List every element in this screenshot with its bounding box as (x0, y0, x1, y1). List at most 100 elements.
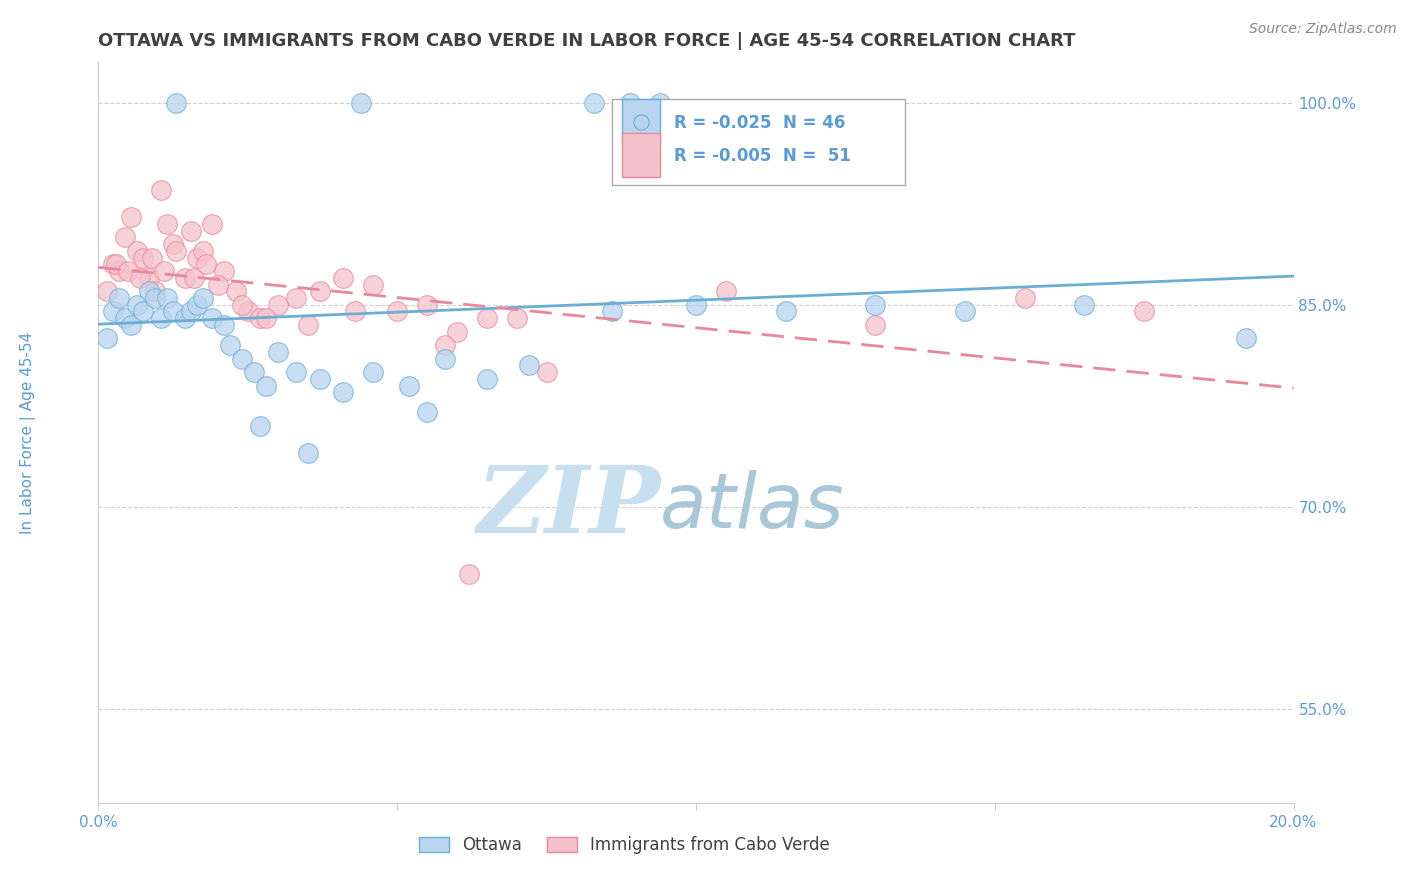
Point (284, 365, 307, 379)
Point (153, 264, 176, 278)
Point (458, 566, 481, 581)
Point (865, 318, 887, 332)
Point (350, 95, 373, 110)
Point (254, 311, 277, 326)
Point (162, 304, 184, 318)
Point (132, 304, 155, 318)
Text: Source: ZipAtlas.com: Source: ZipAtlas.com (1249, 22, 1396, 37)
Point (308, 372, 330, 386)
Point (1014, 291, 1036, 305)
Text: atlas: atlas (661, 470, 845, 543)
Point (103, 304, 125, 318)
Point (297, 318, 319, 332)
Point (506, 311, 529, 326)
Point (219, 338, 242, 352)
Point (517, 359, 540, 373)
Point (267, 298, 290, 312)
Point (602, 304, 624, 318)
Point (332, 270, 354, 285)
Point (284, 291, 307, 305)
Point (536, 365, 558, 379)
Point (1073, 298, 1095, 312)
Point (212, 264, 235, 278)
Y-axis label: In Labor Force | Age 45-54: In Labor Force | Age 45-54 (20, 332, 37, 533)
Point (156, 217, 179, 231)
Point (243, 365, 266, 379)
Point (953, 304, 976, 318)
Point (165, 95, 187, 110)
Point (398, 378, 420, 392)
Point (434, 351, 457, 366)
Point (143, 291, 166, 305)
Point (120, 211, 142, 225)
Point (191, 291, 214, 305)
Point (143, 285, 166, 299)
Point (117, 264, 139, 278)
Point (186, 298, 208, 312)
Point (344, 304, 367, 318)
Point (129, 270, 152, 285)
Point (475, 311, 498, 326)
Point (127, 244, 149, 258)
Point (180, 224, 202, 238)
Point (96, 285, 118, 299)
Point (308, 285, 330, 299)
Point (105, 257, 128, 271)
Point (446, 325, 468, 339)
Point (201, 311, 224, 326)
Point (231, 351, 253, 366)
FancyBboxPatch shape (621, 133, 661, 178)
Point (236, 304, 259, 318)
Point (650, 95, 672, 110)
Point (475, 372, 498, 386)
Point (583, 95, 606, 110)
Point (103, 257, 125, 271)
Point (685, 298, 707, 312)
Point (108, 291, 131, 305)
Text: R = -0.025  N = 46: R = -0.025 N = 46 (675, 114, 846, 132)
Point (363, 365, 385, 379)
Point (141, 251, 163, 265)
Point (1234, 331, 1257, 345)
Point (156, 291, 179, 305)
Point (416, 298, 439, 312)
Point (120, 318, 142, 332)
Legend: Ottawa, Immigrants from Cabo Verde: Ottawa, Immigrants from Cabo Verde (412, 830, 837, 861)
Point (207, 277, 229, 292)
FancyBboxPatch shape (621, 99, 661, 144)
Text: R = -0.005  N =  51: R = -0.005 N = 51 (675, 147, 852, 165)
Point (249, 418, 271, 433)
Point (183, 270, 205, 285)
Point (714, 285, 737, 299)
Point (114, 311, 136, 326)
Point (138, 285, 160, 299)
Point (332, 385, 354, 400)
Point (775, 304, 797, 318)
Point (132, 251, 155, 265)
Point (385, 304, 409, 318)
Point (201, 217, 224, 231)
Point (96, 331, 118, 345)
Point (114, 230, 136, 244)
Point (254, 378, 277, 392)
Point (150, 311, 173, 326)
Point (174, 311, 197, 326)
Point (165, 244, 187, 258)
Point (267, 344, 290, 359)
Point (225, 285, 247, 299)
FancyBboxPatch shape (613, 99, 905, 185)
Point (180, 304, 202, 318)
Point (249, 311, 271, 326)
Text: OTTAWA VS IMMIGRANTS FROM CABO VERDE IN LABOR FORCE | AGE 45-54 CORRELATION CHAR: OTTAWA VS IMMIGRANTS FROM CABO VERDE IN … (98, 32, 1076, 50)
Point (297, 446, 319, 460)
Point (186, 251, 208, 265)
Point (162, 237, 184, 252)
Point (212, 318, 235, 332)
Text: ZIP: ZIP (475, 462, 661, 551)
Point (416, 405, 439, 419)
Point (174, 270, 197, 285)
Point (865, 298, 887, 312)
Point (108, 264, 131, 278)
Point (150, 183, 173, 197)
Point (195, 257, 218, 271)
